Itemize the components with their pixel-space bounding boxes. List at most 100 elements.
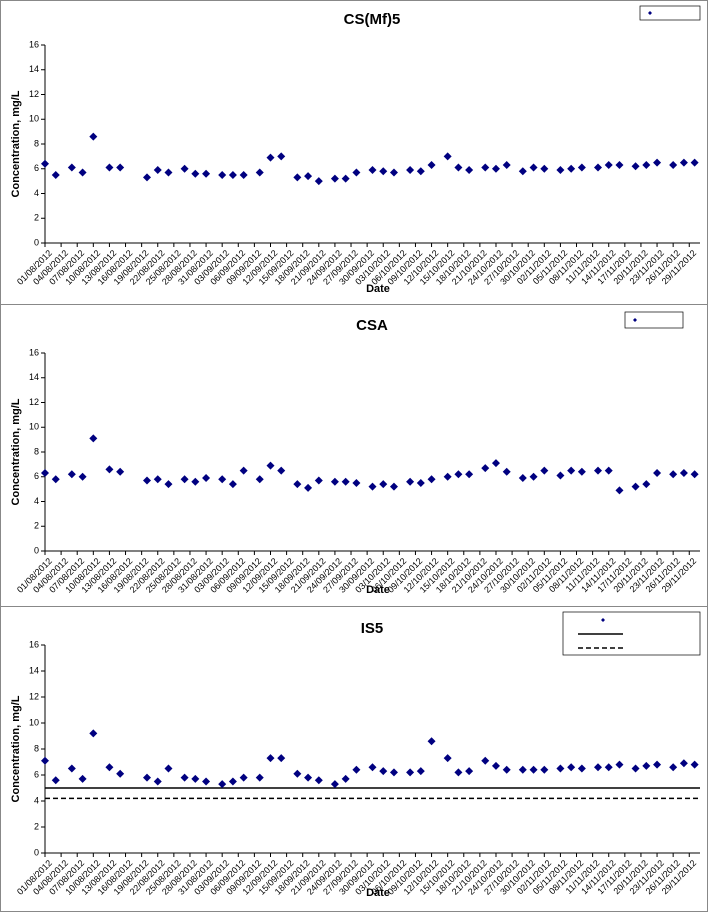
data-point bbox=[389, 482, 398, 491]
data-point bbox=[491, 459, 500, 468]
legend-marker bbox=[633, 318, 637, 322]
y-tick-label: 14 bbox=[29, 64, 39, 74]
data-point bbox=[465, 767, 474, 776]
data-point bbox=[679, 158, 688, 167]
data-point bbox=[653, 469, 662, 478]
data-point bbox=[389, 168, 398, 177]
data-point bbox=[41, 159, 49, 168]
y-tick-label: 0 bbox=[34, 847, 39, 857]
y-tick-label: 0 bbox=[34, 237, 39, 247]
data-point bbox=[314, 177, 323, 186]
data-point bbox=[379, 767, 388, 776]
data-point bbox=[593, 163, 602, 172]
y-tick-label: 12 bbox=[29, 397, 39, 407]
data-point bbox=[416, 478, 425, 487]
data-point bbox=[143, 773, 152, 782]
y-tick-label: 0 bbox=[34, 545, 39, 555]
y-tick-label: 8 bbox=[34, 743, 39, 753]
data-point bbox=[604, 466, 613, 475]
data-point bbox=[41, 469, 49, 478]
data-point bbox=[116, 163, 125, 172]
data-point bbox=[567, 763, 576, 772]
data-point bbox=[690, 158, 699, 167]
data-point bbox=[89, 729, 98, 738]
data-point bbox=[443, 754, 452, 763]
data-point bbox=[255, 168, 264, 177]
data-point bbox=[642, 480, 651, 489]
data-point bbox=[406, 165, 415, 174]
y-tick-label: 2 bbox=[34, 521, 39, 531]
y-tick-label: 4 bbox=[34, 188, 39, 198]
data-point bbox=[481, 163, 490, 172]
data-point bbox=[266, 754, 275, 763]
data-point bbox=[51, 170, 60, 179]
data-point bbox=[379, 480, 388, 489]
chart-title: CSA bbox=[356, 317, 388, 334]
data-point bbox=[304, 172, 313, 181]
data-point bbox=[218, 780, 227, 789]
y-tick-label: 6 bbox=[34, 163, 39, 173]
data-point bbox=[604, 763, 613, 772]
data-point bbox=[51, 475, 60, 484]
data-point bbox=[540, 466, 549, 475]
data-point bbox=[352, 478, 361, 487]
data-point bbox=[293, 769, 302, 778]
data-point bbox=[89, 434, 98, 443]
data-point bbox=[191, 169, 200, 178]
y-tick-label: 12 bbox=[29, 691, 39, 701]
data-point bbox=[615, 161, 624, 170]
data-point bbox=[293, 173, 302, 182]
y-tick-label: 10 bbox=[29, 717, 39, 727]
data-point bbox=[180, 773, 189, 782]
data-point bbox=[481, 756, 490, 765]
data-point bbox=[277, 466, 286, 475]
data-point bbox=[153, 165, 162, 174]
data-point bbox=[153, 777, 162, 786]
data-point bbox=[491, 164, 500, 173]
data-point bbox=[529, 765, 538, 774]
data-point bbox=[454, 470, 463, 479]
data-point bbox=[51, 776, 60, 785]
data-point bbox=[491, 761, 500, 770]
data-point bbox=[427, 161, 436, 170]
data-point bbox=[255, 475, 264, 484]
data-point bbox=[679, 759, 688, 768]
chart-title: IS5 bbox=[361, 620, 384, 637]
data-point bbox=[239, 170, 248, 179]
y-axis-label: Concentration, mg/L bbox=[10, 695, 22, 802]
data-point bbox=[314, 476, 323, 485]
data-point bbox=[631, 162, 640, 171]
data-point bbox=[518, 167, 527, 176]
y-axis-label: Concentration, mg/L bbox=[10, 90, 22, 197]
data-point bbox=[631, 482, 640, 491]
data-point bbox=[277, 754, 286, 763]
data-point bbox=[239, 466, 248, 475]
data-point bbox=[228, 777, 237, 786]
data-point bbox=[567, 466, 576, 475]
y-tick-label: 6 bbox=[34, 769, 39, 779]
data-point bbox=[631, 764, 640, 773]
data-point bbox=[416, 767, 425, 776]
y-tick-label: 10 bbox=[29, 114, 39, 124]
data-point bbox=[556, 165, 565, 174]
data-point bbox=[164, 764, 173, 773]
data-point bbox=[427, 737, 436, 746]
data-point bbox=[502, 467, 511, 476]
data-point bbox=[293, 480, 302, 489]
chart-title: CS(Mf)5 bbox=[344, 11, 401, 28]
data-point bbox=[164, 168, 173, 177]
data-point bbox=[218, 170, 227, 179]
data-point bbox=[389, 768, 398, 777]
data-point bbox=[577, 764, 586, 773]
data-point bbox=[314, 776, 323, 785]
data-point bbox=[352, 168, 361, 177]
y-tick-label: 6 bbox=[34, 471, 39, 481]
data-point bbox=[180, 475, 189, 484]
data-point bbox=[218, 475, 227, 484]
y-axis-label: Concentration, mg/L bbox=[10, 398, 22, 505]
data-point bbox=[352, 765, 361, 774]
data-point bbox=[266, 461, 275, 470]
data-point bbox=[330, 477, 339, 486]
x-axis-label: Date bbox=[366, 283, 390, 295]
data-point bbox=[304, 483, 313, 492]
